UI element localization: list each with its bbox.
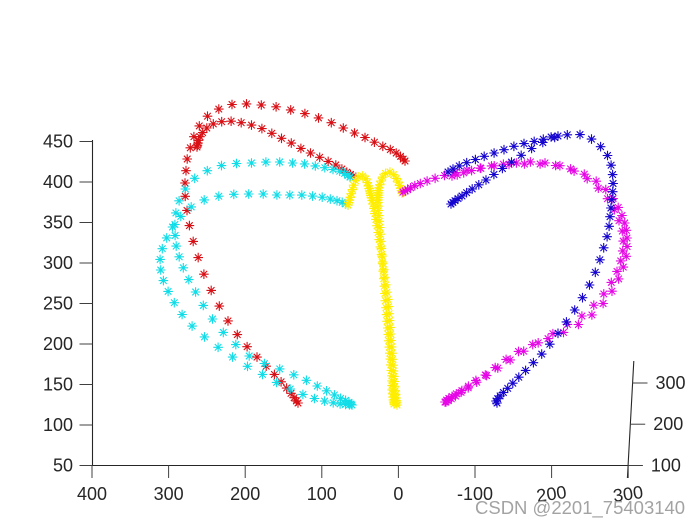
- svg-text:300: 300: [612, 482, 645, 506]
- svg-text:100: 100: [43, 415, 73, 435]
- svg-text:450: 450: [43, 132, 73, 152]
- svg-text:200: 200: [43, 334, 73, 354]
- svg-text:300: 300: [656, 373, 686, 393]
- svg-text:0: 0: [393, 484, 403, 504]
- svg-text:400: 400: [77, 484, 107, 504]
- svg-text:CSDN @2201_75403140: CSDN @2201_75403140: [475, 497, 685, 519]
- svg-text:50: 50: [53, 456, 73, 476]
- svg-text:200: 200: [535, 482, 568, 506]
- svg-text:300: 300: [154, 484, 184, 504]
- svg-text:300: 300: [43, 253, 73, 273]
- svg-text:150: 150: [43, 375, 73, 395]
- svg-text:400: 400: [43, 172, 73, 192]
- svg-text:-100: -100: [457, 484, 493, 504]
- svg-text:200: 200: [230, 484, 260, 504]
- svg-text:200: 200: [653, 414, 683, 434]
- svg-text:100: 100: [651, 456, 681, 476]
- svg-text:250: 250: [43, 294, 73, 314]
- svg-text:350: 350: [43, 213, 73, 233]
- svg-text:100: 100: [307, 484, 337, 504]
